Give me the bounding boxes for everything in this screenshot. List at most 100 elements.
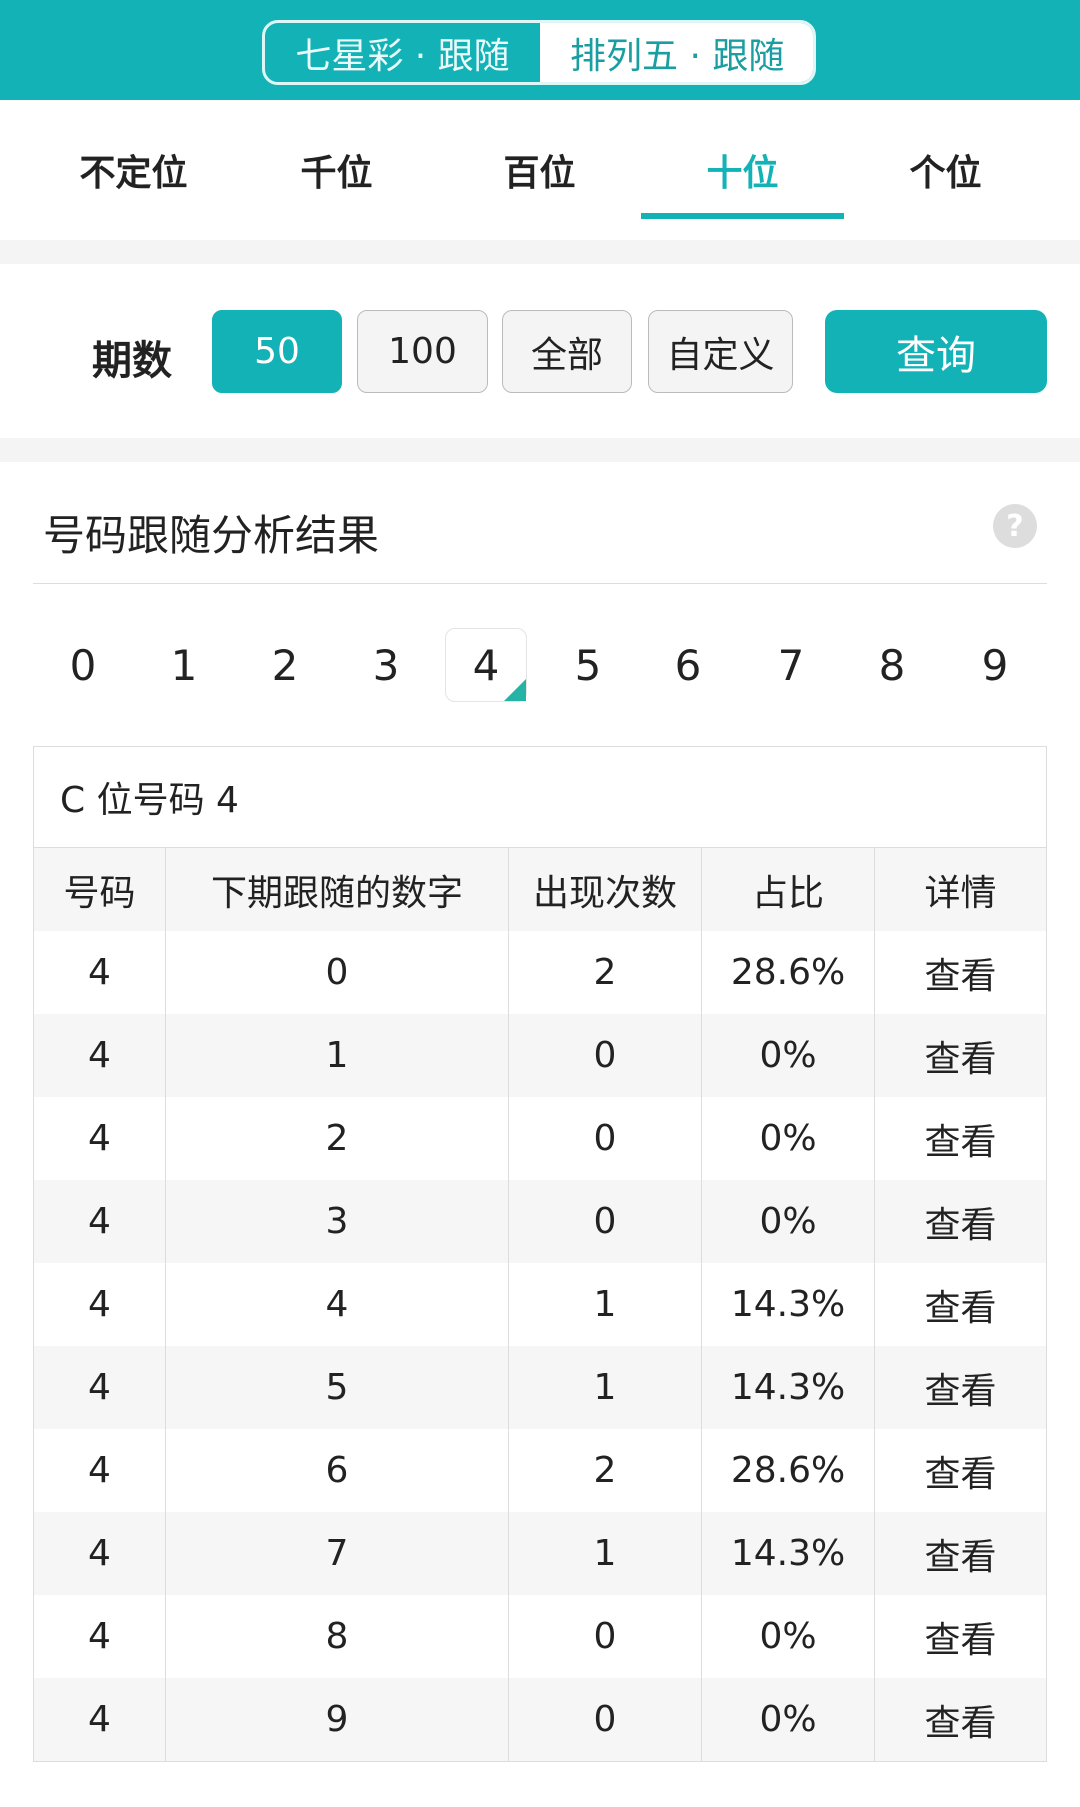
digit-label: 4 <box>472 640 500 690</box>
table-cell: 0% <box>702 1097 875 1180</box>
view-detail-link[interactable]: 查看 <box>924 1121 997 1163</box>
view-detail-link[interactable]: 查看 <box>924 1702 997 1744</box>
digit-4[interactable]: 4 <box>445 628 527 702</box>
digit-label: 1 <box>170 640 198 690</box>
table-row: 4 2 0 0% 查看 <box>34 1097 1046 1180</box>
divider <box>33 583 1047 584</box>
table-cell: 4 <box>34 1180 166 1263</box>
view-detail-link[interactable]: 查看 <box>924 1619 997 1661</box>
table-cell: 0 <box>509 1678 702 1761</box>
table-caption: C 位号码 4 <box>34 747 1046 848</box>
view-detail-link[interactable]: 查看 <box>924 1204 997 1246</box>
table-cell: 7 <box>166 1512 509 1595</box>
table-cell: 28.6% <box>702 1429 875 1512</box>
view-detail-link[interactable]: 查看 <box>924 1370 997 1412</box>
table-cell: 14.3% <box>702 1512 875 1595</box>
header-cell: 下期跟随的数字 <box>166 848 509 931</box>
table-cell: 0 <box>509 1180 702 1263</box>
digit-label: 7 <box>777 640 805 690</box>
table-cell: 4 <box>166 1263 509 1346</box>
table-cell: 14.3% <box>702 1346 875 1429</box>
result-table: C 位号码 4 号码 下期跟随的数字 出现次数 占比 详情 4 0 2 28.6% 查看… <box>33 746 1047 1762</box>
header-cell: 占比 <box>702 848 875 931</box>
table-cell: 4 <box>34 1263 166 1346</box>
table-cell: 0% <box>702 1180 875 1263</box>
digit-label: 5 <box>574 640 602 690</box>
digit-selector: 0 1 2 3 4 5 6 7 8 9 <box>0 628 1080 702</box>
table-cell: 1 <box>166 1014 509 1097</box>
check-icon <box>504 679 526 701</box>
view-detail-link[interactable]: 查看 <box>924 955 997 997</box>
table-cell: 1 <box>509 1263 702 1346</box>
digit-6[interactable]: 6 <box>647 628 729 702</box>
tab-qianwei[interactable]: 千位 <box>300 153 373 194</box>
period-50-button[interactable]: 50 <box>212 310 342 393</box>
table-row: 4 0 2 28.6% 查看 <box>34 931 1046 1014</box>
table-cell: 14.3% <box>702 1263 875 1346</box>
table-cell: 5 <box>166 1346 509 1429</box>
tab-gewei[interactable]: 个位 <box>909 153 982 194</box>
tab-baiwei[interactable]: 百位 <box>503 153 576 194</box>
table-cell: 4 <box>34 931 166 1014</box>
digit-0[interactable]: 0 <box>42 628 124 702</box>
divider <box>0 438 1080 462</box>
table-cell: 4 <box>34 1097 166 1180</box>
table-cell: 3 <box>166 1180 509 1263</box>
digit-8[interactable]: 8 <box>851 628 933 702</box>
table-cell: 0% <box>702 1678 875 1761</box>
digit-label: 6 <box>674 640 702 690</box>
digit-label: 0 <box>69 640 97 690</box>
period-label: 期数 <box>92 338 172 384</box>
digit-3[interactable]: 3 <box>345 628 427 702</box>
table-cell: 4 <box>34 1678 166 1761</box>
table-row: 4 7 1 14.3% 查看 <box>34 1512 1046 1595</box>
digit-1[interactable]: 1 <box>143 628 225 702</box>
table-cell: 2 <box>166 1097 509 1180</box>
tab-shiwei[interactable]: 十位 <box>641 100 844 240</box>
period-custom-button[interactable]: 自定义 <box>648 310 793 393</box>
lottery-toggle: 七星彩 · 跟随 排列五 · 跟随 <box>262 20 816 85</box>
table-cell: 28.6% <box>702 931 875 1014</box>
period-all-button[interactable]: 全部 <box>502 310 632 393</box>
table-row: 4 1 0 0% 查看 <box>34 1014 1046 1097</box>
table-cell: 1 <box>509 1346 702 1429</box>
table-row: 4 6 2 28.6% 查看 <box>34 1429 1046 1512</box>
view-detail-link[interactable]: 查看 <box>924 1453 997 1495</box>
table-cell: 1 <box>509 1512 702 1595</box>
view-detail-link[interactable]: 查看 <box>924 1038 997 1080</box>
question-circle-icon[interactable]: ? <box>993 504 1037 548</box>
view-detail-link[interactable]: 查看 <box>924 1536 997 1578</box>
table-header: 号码 下期跟随的数字 出现次数 占比 详情 <box>34 848 1046 931</box>
table-cell: 4 <box>34 1595 166 1678</box>
table-cell: 2 <box>509 931 702 1014</box>
digit-label: 9 <box>981 640 1009 690</box>
view-detail-link[interactable]: 查看 <box>924 1287 997 1329</box>
table-cell: 4 <box>34 1014 166 1097</box>
table-cell: 4 <box>34 1429 166 1512</box>
table-cell: 9 <box>166 1678 509 1761</box>
table-cell: 6 <box>166 1429 509 1512</box>
digit-7[interactable]: 7 <box>750 628 832 702</box>
digit-label: 3 <box>372 640 400 690</box>
divider <box>0 240 1080 264</box>
section-title: 号码跟随分析结果 <box>43 511 380 560</box>
table-cell: 2 <box>509 1429 702 1512</box>
digit-9[interactable]: 9 <box>954 628 1036 702</box>
table-cell: 0 <box>166 931 509 1014</box>
table-cell: 0 <box>509 1097 702 1180</box>
table-cell: 8 <box>166 1595 509 1678</box>
header: 七星彩 · 跟随 排列五 · 跟随 <box>0 0 1080 100</box>
toggle-pailiewu[interactable]: 排列五 · 跟随 <box>540 23 813 82</box>
digit-2[interactable]: 2 <box>244 628 326 702</box>
digit-5[interactable]: 5 <box>547 628 629 702</box>
table-row: 4 3 0 0% 查看 <box>34 1180 1046 1263</box>
digit-label: 2 <box>271 640 299 690</box>
header-cell: 号码 <box>34 848 166 931</box>
table-cell: 0 <box>509 1014 702 1097</box>
toggle-qixingcai[interactable]: 七星彩 · 跟随 <box>295 35 510 77</box>
header-cell: 详情 <box>924 872 997 914</box>
query-button[interactable]: 查询 <box>825 310 1047 393</box>
period-100-button[interactable]: 100 <box>357 310 488 393</box>
tab-budingwei[interactable]: 不定位 <box>79 153 188 194</box>
table-row: 4 5 1 14.3% 查看 <box>34 1346 1046 1429</box>
